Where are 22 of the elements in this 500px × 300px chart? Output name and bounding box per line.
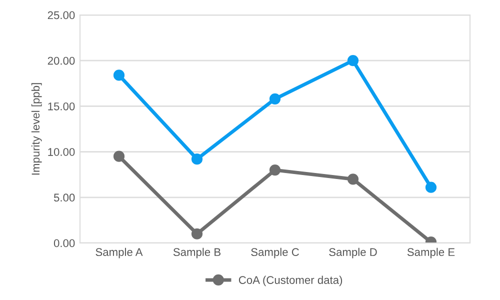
legend-label: CoA (Customer data) <box>238 276 342 286</box>
y-tick-label: 15.00 <box>48 102 75 110</box>
point <box>113 150 125 162</box>
y-tick-label: 5.00 <box>54 194 75 202</box>
x-tick-label: Sample A <box>96 248 143 258</box>
x-tick-label: Sample B <box>173 248 220 258</box>
point <box>269 164 281 176</box>
point <box>425 182 437 193</box>
point <box>191 228 203 240</box>
point <box>191 154 203 165</box>
y-tick-label: 0.00 <box>54 239 75 248</box>
y-tick-label: 20.00 <box>48 56 75 65</box>
point <box>269 93 281 104</box>
point <box>347 55 359 66</box>
x-tick-label: Sample D <box>329 248 377 258</box>
y-tick-label: 25.00 <box>48 11 75 20</box>
point <box>113 70 125 81</box>
point <box>347 174 359 185</box>
x-tick-label: Sample E <box>407 248 455 258</box>
y-tick-label: 10.00 <box>48 148 75 156</box>
x-tick-label: Sample C <box>251 248 299 258</box>
y-axis-title: Impurity level [ppb] <box>31 83 42 175</box>
